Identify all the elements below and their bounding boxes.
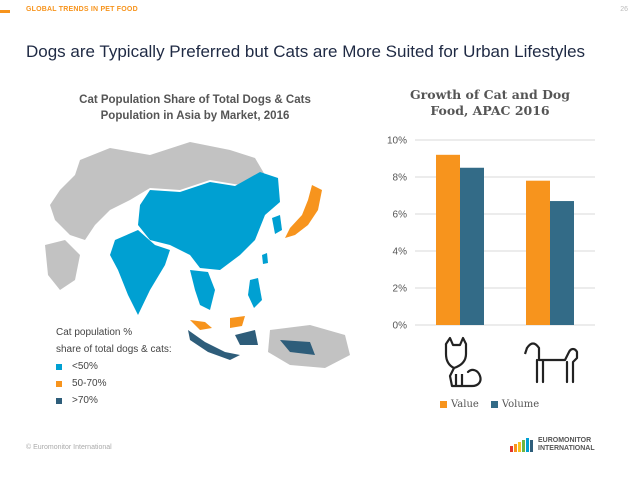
chart-legend-item-volume: Volume (490, 399, 540, 410)
map-region-taiwan (262, 253, 268, 264)
bar-volume-dog (550, 201, 574, 325)
map-region-grey (50, 142, 265, 240)
map-title-line2: Population in Asia by Market, 2016 (100, 110, 290, 122)
logo-line1: EUROMONITOR (538, 437, 592, 444)
logo-text: EUROMONITOR INTERNATIONAL (538, 437, 595, 453)
legend-label-volume: Volume (501, 399, 540, 410)
bar-chart: 0% 2% 4% 6% 8% 10% (387, 136, 595, 388)
page-number: 26 (620, 6, 628, 13)
map-legend-item-high: >70% (56, 392, 172, 409)
chart-legend-item-value: Value (440, 399, 479, 410)
chart-title: Growth of Cat and Dog Food, APAC 2016 (409, 87, 570, 118)
map-legend-title-line2: share of total dogs & cats: (56, 344, 172, 355)
legend-swatch-orange (56, 380, 62, 387)
legend-label-value: Value (451, 399, 479, 410)
bar-value-cat (436, 154, 460, 325)
map-region-philippines (248, 278, 262, 308)
map-region-korea (272, 215, 282, 234)
map-region-india (110, 230, 170, 315)
bar-value-dog (526, 180, 550, 325)
map-region-china (138, 172, 280, 270)
map-legend-title-line1: Cat population % (56, 327, 133, 338)
logo-line2: INTERNATIONAL (538, 445, 595, 452)
map-region-japan (285, 185, 322, 238)
dog-icon (523, 342, 579, 384)
copyright: © Euromonitor International (26, 444, 112, 451)
map-title-line1: Cat Population Share of Total Dogs & Cat… (79, 94, 311, 106)
legend-label: 50-70% (72, 378, 107, 389)
section-label: GLOBAL TRENDS IN PET FOOD (26, 6, 138, 13)
map-legend-item-mid: 50-70% (56, 375, 172, 392)
map-title: Cat Population Share of Total Dogs & Cat… (60, 92, 330, 124)
y-tick-label: 0% (393, 321, 408, 332)
legend-label: >70% (72, 395, 98, 406)
legend-swatch-blue (56, 363, 62, 370)
chart-legend: Value Volume (440, 399, 539, 410)
legend-swatch-dark (56, 397, 62, 404)
legend-swatch-volume (490, 401, 498, 408)
page-title: Dogs are Typically Preferred but Cats ar… (26, 42, 586, 61)
legend-label: <50% (72, 361, 98, 372)
map-region-indonesia (188, 330, 315, 360)
y-tick-label: 10% (387, 136, 407, 147)
legend-swatch-value (440, 401, 447, 408)
logo-icon (510, 438, 533, 452)
y-tick-label: 6% (393, 210, 408, 221)
y-tick-label: 8% (393, 173, 408, 184)
map-region-grey-arabia (45, 240, 80, 290)
accent-bar (0, 10, 10, 13)
bar-volume-cat (460, 167, 484, 325)
map-legend-item-low: <50% (56, 358, 172, 375)
asia-map (45, 142, 350, 368)
cat-icon (444, 336, 482, 388)
euromonitor-logo: EUROMONITOR INTERNATIONAL (510, 437, 595, 453)
y-tick-label: 2% (393, 284, 408, 295)
map-region-seasia (190, 270, 215, 310)
map-region-malaysia (190, 316, 245, 330)
map-legend: Cat population % share of total dogs & c… (56, 324, 172, 409)
y-tick-label: 4% (393, 247, 408, 258)
